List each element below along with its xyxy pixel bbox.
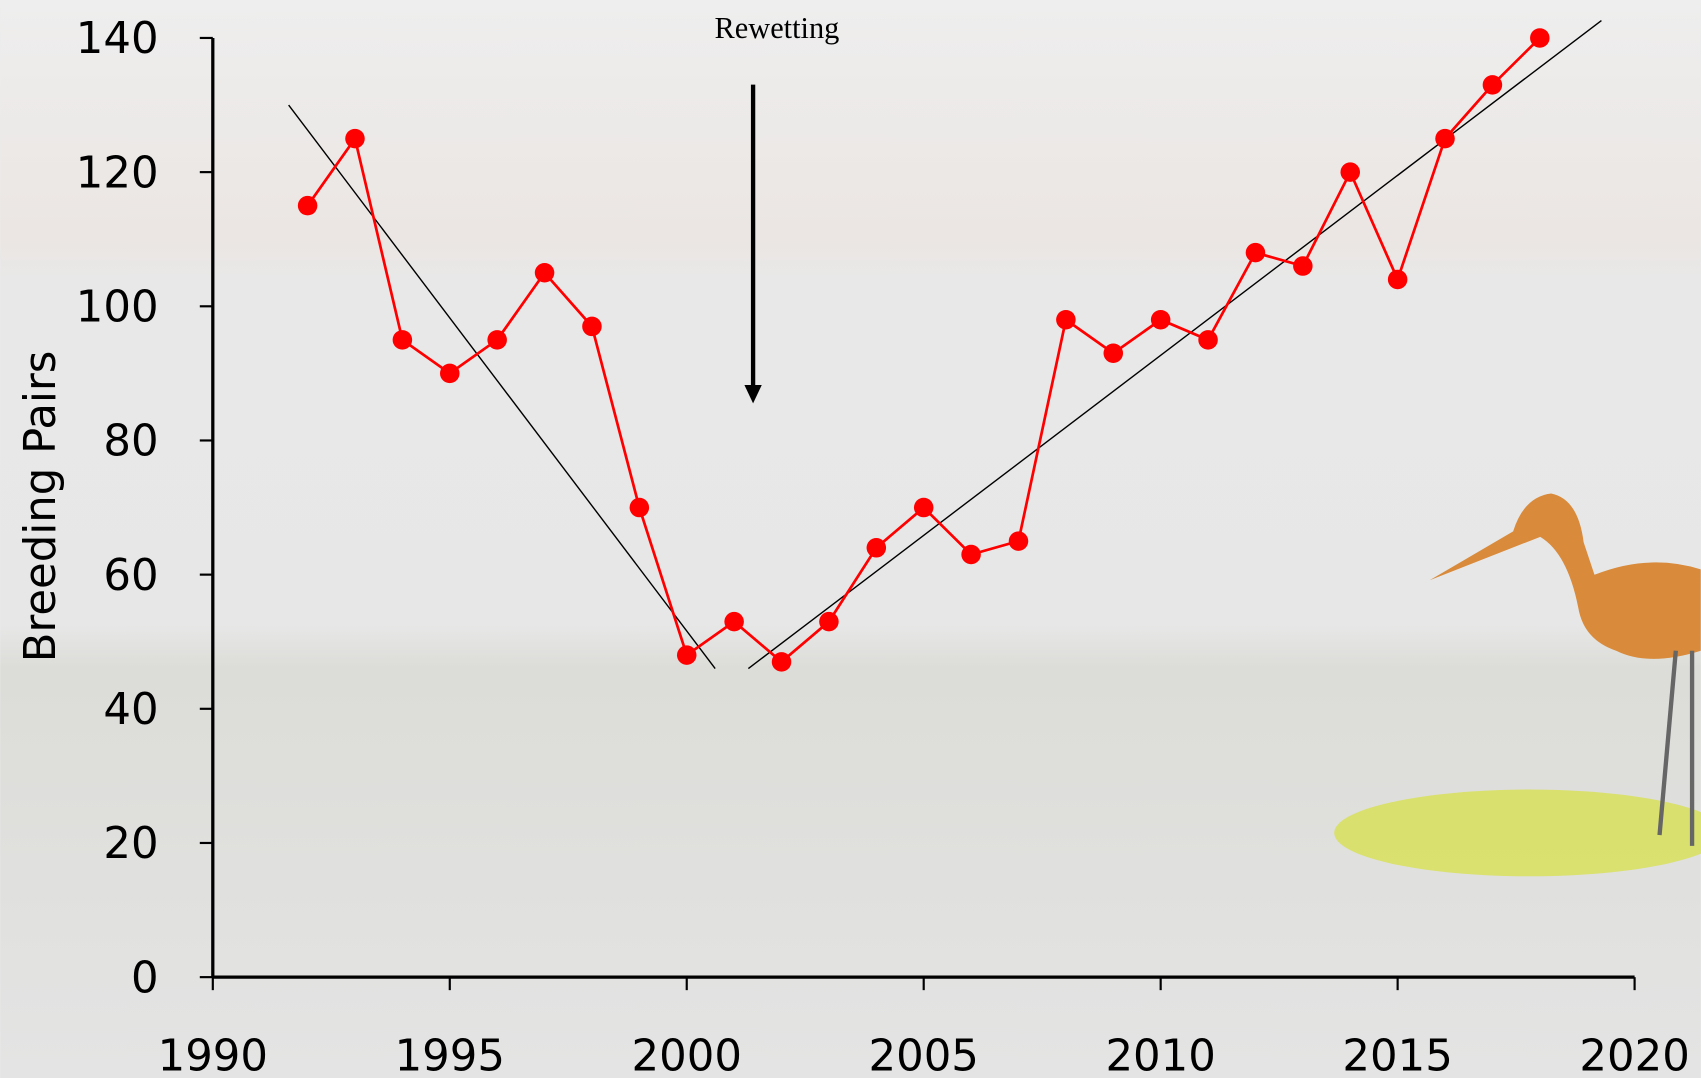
y-tick-label: 80 xyxy=(103,417,158,467)
data-point xyxy=(487,330,507,350)
data-point xyxy=(1387,269,1408,290)
annotation: Rewetting xyxy=(715,11,840,45)
data-point xyxy=(345,128,365,149)
x-tick-label: 2020 xyxy=(1579,1031,1689,1078)
data-point xyxy=(1103,343,1124,364)
data-point xyxy=(676,645,697,665)
y-tick-label: 60 xyxy=(103,551,158,601)
data-point xyxy=(913,497,934,518)
data-point xyxy=(297,195,318,216)
data-point xyxy=(534,262,555,283)
data-point xyxy=(961,544,981,565)
y-tick-label: 0 xyxy=(131,953,159,1003)
x-tick-label: 1995 xyxy=(395,1031,505,1078)
data-point xyxy=(1435,128,1455,149)
x-tick-label: 2000 xyxy=(632,1031,742,1078)
annotation-arrowhead xyxy=(744,385,762,404)
bird-illustration xyxy=(1334,493,1701,877)
data-point xyxy=(1245,242,1266,263)
data-point xyxy=(1198,330,1218,350)
x-tick-label: 2015 xyxy=(1342,1031,1452,1078)
data-point xyxy=(1293,256,1313,276)
data-point xyxy=(629,497,650,518)
data-point xyxy=(1056,309,1076,330)
data-point xyxy=(724,611,744,632)
x-tick-label: 2005 xyxy=(869,1031,979,1078)
trend-line xyxy=(747,19,1602,670)
data-point xyxy=(771,652,792,672)
data-point xyxy=(1150,309,1171,330)
data-point xyxy=(819,611,839,632)
y-tick-label: 40 xyxy=(103,685,158,735)
data-point xyxy=(1482,75,1503,95)
data-point xyxy=(440,363,460,384)
y-tick-label: 120 xyxy=(76,148,159,198)
trend-line xyxy=(288,104,716,669)
y-tick-label: 20 xyxy=(103,819,158,869)
data-point xyxy=(1008,531,1029,551)
y-tick-label: 100 xyxy=(76,282,159,332)
data-point xyxy=(866,538,887,558)
y-tick-label: 140 xyxy=(76,14,159,64)
x-tick-label: 1990 xyxy=(158,1031,268,1078)
data-point xyxy=(1530,28,1550,48)
data-point xyxy=(582,316,602,337)
data-point xyxy=(1340,162,1361,182)
y-axis-label: Breeding Pairs xyxy=(16,351,66,663)
x-tick-label: 2010 xyxy=(1105,1031,1215,1078)
data-point xyxy=(392,330,413,350)
